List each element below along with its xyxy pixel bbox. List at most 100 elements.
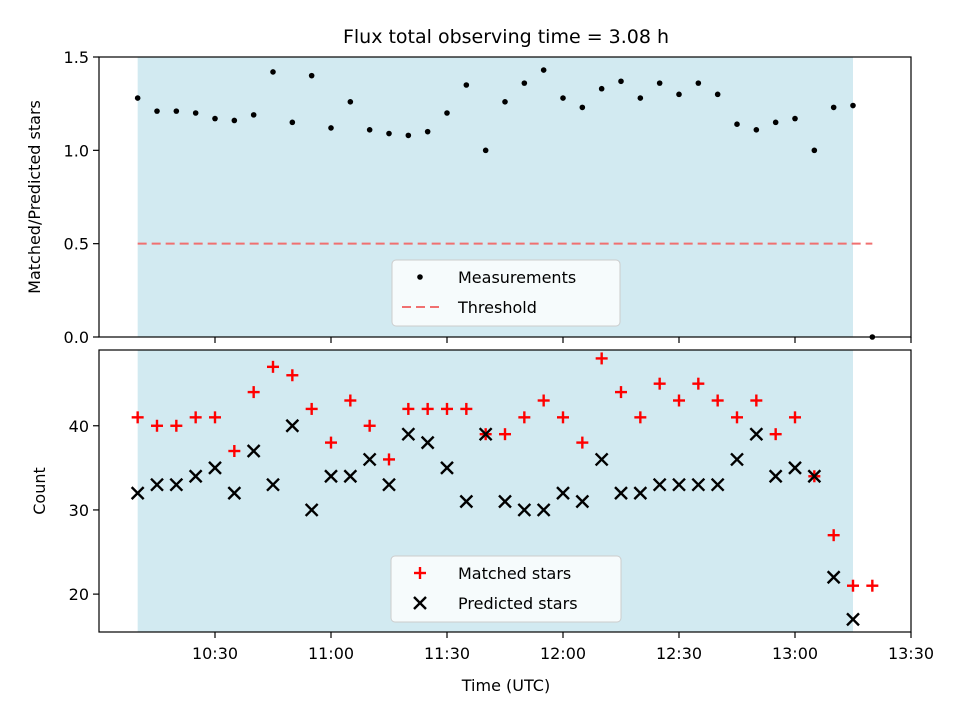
legend-measurements-label: Measurements [458,268,576,287]
measurement-point [270,69,276,75]
x-tick-label: 13:30 [888,644,934,663]
measurement-point [173,108,180,114]
measurement-point [772,119,779,126]
predicted-star-point [517,503,532,517]
predicted-star-point [227,486,242,500]
top-y-tick-label: 0.0 [64,328,89,347]
measurement-point [424,128,431,135]
measurement-point [579,104,586,111]
predicted-star-point [478,427,493,442]
chart-title: Flux total observing time = 3.08 h [343,26,669,48]
measurement-point [502,99,508,105]
matched-star-point [653,377,666,390]
predicted-star-point [536,503,551,517]
matched-star-point [228,445,241,458]
bottom-axes-frame [98,349,912,633]
predicted-star-point [266,477,280,492]
top-y-axis-label: Matched/Predicted stars [25,100,44,294]
predicted-star-point [826,570,841,585]
predicted-star-point [150,477,164,492]
legend-predicted-marker [413,596,427,610]
legend-measurements-marker [417,274,423,280]
matched-star-point [595,352,608,365]
measurement-point [637,95,644,101]
measurement-point [482,147,489,154]
measurement-point [444,110,450,116]
measurement-point [695,80,702,86]
bottom-x-ticks: 10:30 11:00 11:30 12:00 12:30 13:00 13:30 [192,632,934,663]
matched-star-point [151,419,163,432]
predicted-star-point [459,494,474,509]
predicted-star-point [285,418,300,433]
measurement-point [830,104,837,111]
predicted-star-point [594,452,609,467]
matched-star-point [421,402,434,415]
matched-star-point [731,411,743,424]
matched-star-point [499,428,511,441]
measurement-point [792,115,798,122]
top-y-tick-label: 1.5 [64,48,89,67]
matched-star-point [441,402,453,415]
predicted-star-point [730,452,744,467]
matched-star-point [305,402,318,415]
matched-star-point [634,411,647,424]
measurement-point [521,80,528,86]
top-axes-frame [98,56,912,338]
measurement-point [231,117,238,124]
bottom-y-tick-label: 20 [69,585,89,604]
x-tick-label: 13:00 [772,644,818,663]
matched-star-point [673,394,685,407]
predicted-star-point [440,461,454,475]
measurement-point [676,91,682,98]
matched-star-point [789,411,801,424]
predicted-star-point [420,435,435,450]
matched-star-point [325,436,337,449]
measurement-point [734,121,740,127]
top-y-tick-label: 1.0 [64,141,89,160]
measurement-point [250,112,257,118]
predicted-star-point [382,477,396,492]
predicted-star-point [691,477,706,492]
matched-star-point [402,402,415,415]
measurement-point [328,125,334,131]
x-tick-label: 12:00 [540,644,586,663]
measurement-point [656,80,663,86]
matched-star-point [170,419,183,432]
measurement-point [714,91,721,98]
measurement-point [308,72,315,79]
bottom-legend-box [390,555,622,623]
x-tick-label: 12:30 [656,644,702,663]
legend-threshold-label: Threshold [457,298,537,317]
matched-star-point [557,411,569,424]
x-tick-label: 10:30 [192,644,238,663]
measurement-point [540,67,547,73]
predicted-star-point [768,469,783,484]
bottom-y-ticks: 20 30 40 [69,417,99,604]
matched-star-point [769,428,782,441]
predicted-star-point [846,612,860,627]
bottom-y-tick-label: 30 [69,501,89,520]
predicted-star-point [208,461,222,475]
predicted-star-point [807,469,822,484]
legend-predicted-label: Predicted stars [458,594,578,613]
matched-star-point [363,419,376,432]
measurement-point [618,78,624,85]
predicted-stars-points [130,418,860,627]
predicted-star-point [362,452,377,467]
predicted-star-point [710,477,725,492]
predicted-star-point [130,486,145,500]
measurement-point [154,108,160,114]
matched-star-point [711,394,724,407]
matched-star-point [518,411,531,424]
predicted-star-point [401,427,416,442]
matched-star-point [692,377,705,390]
matched-star-point [247,386,260,399]
predicted-star-point [304,503,319,517]
measurement-point [405,132,412,139]
measurement-point [212,115,218,122]
x-tick-label: 11:30 [424,644,470,663]
measurement-point [463,82,470,88]
measurement-point [753,127,760,133]
predicted-star-point [614,486,628,500]
x-tick-label: 11:00 [308,644,354,663]
